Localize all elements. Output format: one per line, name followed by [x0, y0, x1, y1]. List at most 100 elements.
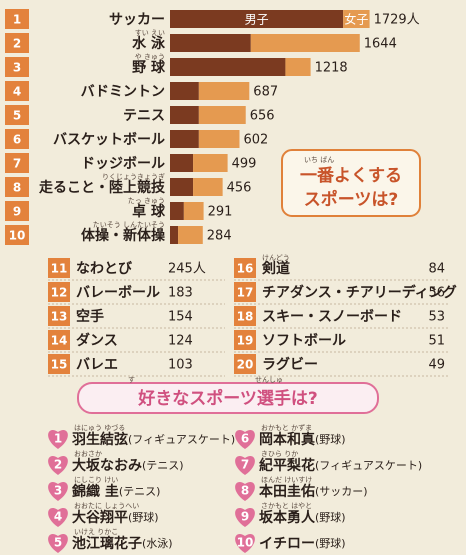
rank: 16 — [237, 262, 254, 276]
total-label: 1729人 — [374, 13, 420, 28]
athlete-name: 羽生結弦 — [72, 431, 128, 448]
athlete-name: 錦織 圭 — [72, 483, 119, 500]
athlete-name: 本田圭佑 — [259, 483, 315, 500]
rank-box — [5, 57, 29, 77]
rank: 3 — [13, 61, 21, 75]
sport-name: スキー・スノーボード — [262, 309, 402, 325]
category-label: 水 泳 — [132, 35, 166, 52]
reading: おおたに しょうへい — [74, 502, 139, 510]
count: 124 — [168, 334, 193, 349]
category-label: テニス — [123, 108, 165, 124]
athlete-sport: (野球) — [128, 510, 159, 524]
sport-name: バレエ — [76, 357, 118, 373]
rank-box — [5, 129, 29, 149]
bar-segment — [170, 178, 194, 196]
callout-line: 一番よくする — [300, 166, 402, 186]
rank-box — [48, 282, 70, 302]
bar-segment — [170, 202, 184, 220]
rank-box — [48, 258, 70, 278]
reading: いけえ りかこ — [74, 528, 118, 536]
total-label: 284 — [207, 229, 232, 244]
bar-segment — [178, 226, 203, 244]
sport-name: ラグビー — [262, 356, 318, 373]
heart — [48, 456, 68, 475]
sport-name: 剣道 — [261, 260, 290, 277]
reading: にしこり けい — [74, 476, 118, 484]
athlete-sport: (野球) — [315, 510, 346, 524]
total-label: 656 — [250, 109, 275, 124]
reading: はにゅう ゆづる — [74, 423, 125, 432]
rank: 1 — [54, 432, 62, 446]
rank: 18 — [237, 310, 254, 324]
athlete: 紀平梨花(フィギュアスケート) — [259, 457, 422, 474]
heart — [48, 482, 68, 501]
total-label: 687 — [253, 85, 278, 100]
athlete-sport: (フィギュアスケート) — [315, 459, 422, 472]
bar-segment — [170, 226, 179, 244]
athlete-name: 紀平梨花 — [259, 457, 315, 474]
rank-box — [234, 258, 256, 278]
callout-reading: いち ばん — [304, 155, 334, 164]
rank: 1 — [13, 13, 21, 27]
athlete-sport: (水泳) — [142, 536, 173, 550]
category-label: バスケットボール — [53, 132, 165, 148]
heart — [48, 430, 68, 449]
bar-segment — [170, 34, 251, 52]
reading: や きゅう — [135, 53, 165, 61]
rank: 17 — [237, 286, 254, 300]
reading: けんどう — [262, 254, 290, 262]
rank-box — [48, 354, 70, 374]
heading-reading: せんしゅ — [255, 376, 283, 384]
heading-box — [77, 382, 379, 414]
total-label: 456 — [227, 181, 252, 196]
rank: 8 — [13, 181, 21, 195]
count: 103 — [168, 358, 193, 373]
bar-segment — [170, 82, 199, 100]
rank-box — [234, 354, 256, 374]
athlete: イチロー(野球) — [259, 536, 346, 552]
heart — [235, 456, 255, 475]
heart — [235, 482, 255, 501]
bar-segment — [183, 202, 204, 220]
rank: 20 — [237, 358, 254, 372]
rank-box — [5, 9, 29, 29]
rank-box — [5, 225, 29, 245]
athlete-sport: (フィギュアスケート) — [128, 433, 235, 446]
athlete: 池江璃花子(水泳) — [72, 535, 173, 552]
rank: 4 — [13, 85, 21, 99]
count: 49 — [428, 358, 445, 373]
rank: 2 — [13, 37, 21, 51]
bar-segment — [343, 10, 370, 28]
rank: 11 — [51, 262, 68, 276]
category-label: ドッジボール — [81, 156, 165, 172]
category-label: 走ること・陸上競技 — [39, 179, 166, 196]
category-label: 体操・新体操 — [81, 227, 166, 244]
athlete-sport: (テニス) — [119, 485, 161, 498]
bar-segment — [193, 154, 228, 172]
count: 245人 — [168, 262, 206, 277]
athlete: 大坂なおみ(テニス) — [72, 457, 184, 474]
athlete: 岡本和真(野球) — [259, 431, 346, 448]
bar-segment — [170, 58, 286, 76]
athlete: 坂本勇人(野球) — [259, 509, 346, 526]
athlete: 錦織 圭(テニス) — [72, 483, 160, 500]
athlete-sport: (サッカー) — [315, 485, 368, 498]
rank: 10 — [237, 536, 254, 550]
rank: 9 — [241, 510, 249, 524]
bar-segment — [198, 82, 250, 100]
count: 53 — [428, 310, 445, 325]
bar-segment — [170, 10, 344, 28]
athlete-name: 坂本勇人 — [259, 509, 316, 526]
reading: さかもと はやと — [261, 502, 312, 510]
athlete-name: 岡本和真 — [259, 431, 315, 448]
rank-box — [234, 306, 256, 326]
total-label: 499 — [232, 157, 257, 172]
athlete-sport: (野球) — [315, 432, 346, 446]
rank-box — [5, 33, 29, 53]
heart — [48, 534, 68, 553]
total-label: 291 — [208, 205, 233, 220]
rank: 14 — [51, 334, 68, 348]
count: 183 — [168, 286, 193, 301]
athlete-sport: (野球) — [315, 536, 346, 550]
